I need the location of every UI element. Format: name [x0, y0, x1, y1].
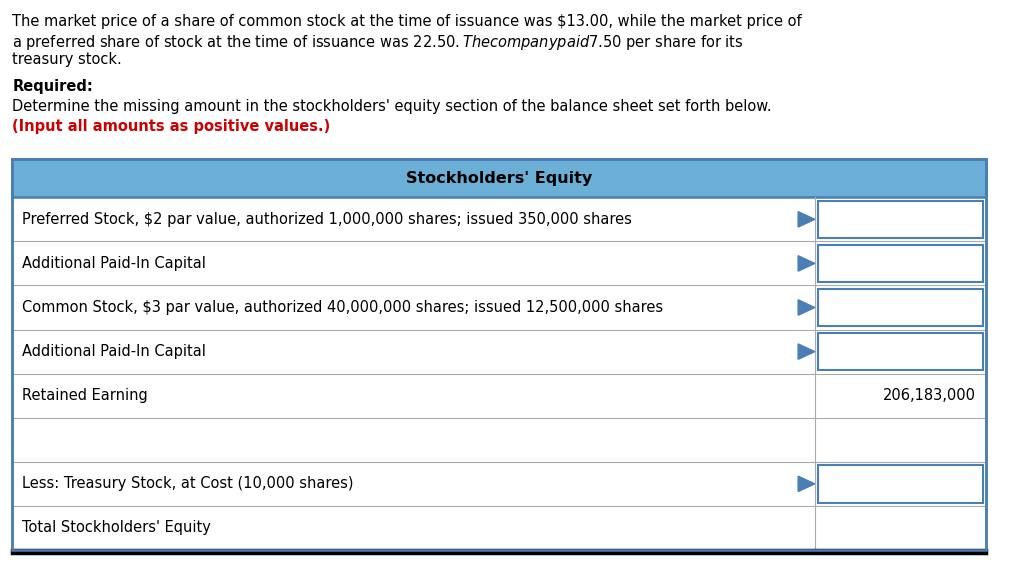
Text: Total Stockholders' Equity: Total Stockholders' Equity	[23, 521, 211, 535]
Bar	[12, 159, 986, 550]
Text: Required:: Required:	[12, 79, 93, 94]
Bar	[12, 159, 986, 550]
Text: The market price of a share of common stock at the time of issuance was $13.00, : The market price of a share of common st…	[12, 14, 802, 29]
Polygon shape	[798, 256, 815, 271]
Text: Stockholders' Equity: Stockholders' Equity	[406, 171, 592, 185]
Bar	[818, 289, 983, 326]
Text: a preferred share of stock at the time of issuance was $22.50. The company paid : a preferred share of stock at the time o…	[12, 33, 743, 52]
Text: Additional Paid-In Capital: Additional Paid-In Capital	[23, 344, 206, 359]
Text: Retained Earning: Retained Earning	[23, 388, 148, 403]
Text: Determine the missing amount in the stockholders' equity section of the balance : Determine the missing amount in the stoc…	[12, 99, 772, 114]
Bar	[818, 201, 983, 238]
Bar	[12, 159, 986, 197]
Polygon shape	[798, 344, 815, 359]
Text: Additional Paid-In Capital: Additional Paid-In Capital	[23, 256, 206, 271]
Polygon shape	[798, 211, 815, 227]
Text: treasury stock.: treasury stock.	[12, 52, 122, 66]
Text: Common Stock, $3 par value, authorized 40,000,000 shares; issued 12,500,000 shar: Common Stock, $3 par value, authorized 4…	[23, 300, 664, 315]
Bar	[818, 465, 983, 502]
Polygon shape	[798, 476, 815, 492]
Polygon shape	[798, 300, 815, 315]
Text: Less: Treasury Stock, at Cost (10,000 shares): Less: Treasury Stock, at Cost (10,000 sh…	[23, 476, 354, 492]
Text: Preferred Stock, $2 par value, authorized 1,000,000 shares; issued 350,000 share: Preferred Stock, $2 par value, authorize…	[23, 212, 632, 227]
Text: (Input all amounts as positive values.): (Input all amounts as positive values.)	[12, 119, 331, 134]
Bar	[818, 245, 983, 282]
Text: 206,183,000: 206,183,000	[883, 388, 976, 403]
Bar	[818, 333, 983, 370]
